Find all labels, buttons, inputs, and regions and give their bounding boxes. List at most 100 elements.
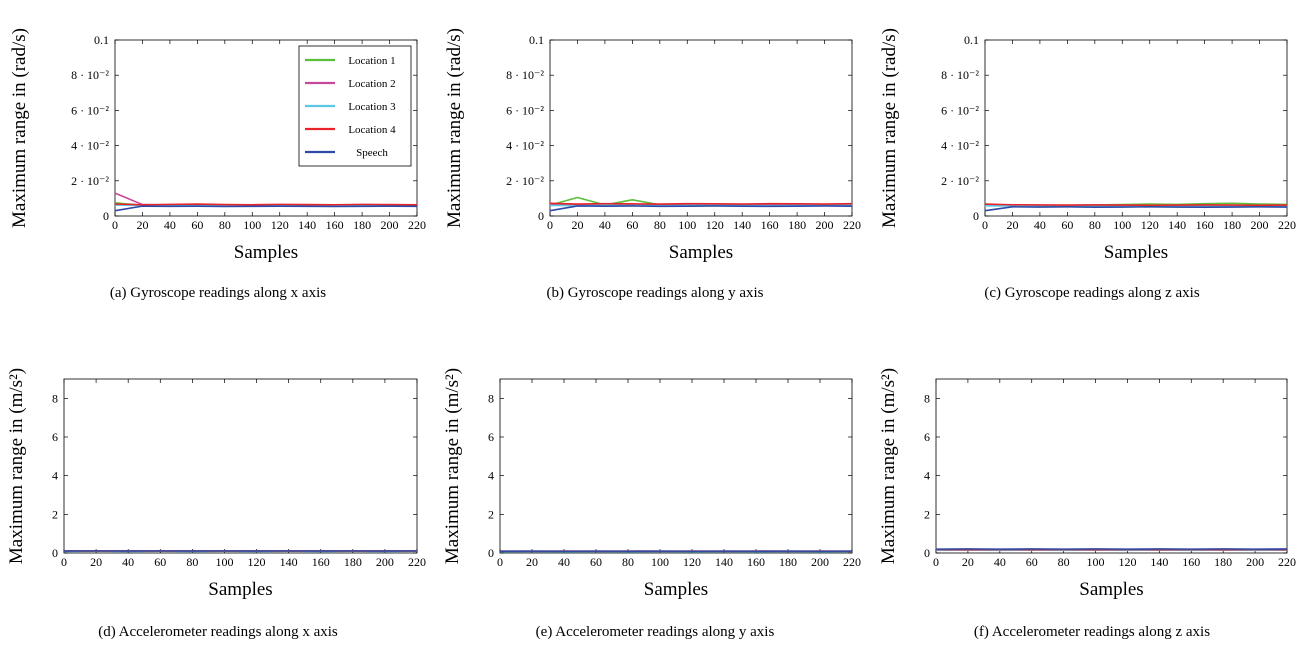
y-tick-label: 6 · 10⁻² bbox=[941, 103, 979, 117]
x-axis-label: Samples bbox=[669, 242, 733, 263]
x-tick-label: 60 bbox=[626, 218, 638, 232]
x-tick-label: 0 bbox=[547, 218, 553, 232]
x-tick-label: 80 bbox=[219, 218, 231, 232]
x-tick-label: 40 bbox=[994, 555, 1006, 569]
x-tick-label: 140 bbox=[715, 555, 733, 569]
x-tick-label: 160 bbox=[747, 555, 765, 569]
y-tick-label: 8 · 10⁻² bbox=[71, 68, 109, 82]
x-tick-label: 60 bbox=[154, 555, 166, 569]
x-tick-label: 140 bbox=[298, 218, 316, 232]
x-tick-label: 160 bbox=[312, 555, 330, 569]
y-tick-label: 6 · 10⁻² bbox=[71, 103, 109, 117]
x-tick-label: 100 bbox=[651, 555, 669, 569]
y-tick-label: 6 bbox=[52, 430, 58, 444]
x-tick-label: 220 bbox=[843, 555, 861, 569]
x-tick-label: 180 bbox=[788, 218, 806, 232]
x-axis-label: Samples bbox=[1104, 242, 1168, 263]
y-tick-label: 0.1 bbox=[964, 33, 979, 47]
x-tick-label: 20 bbox=[136, 218, 148, 232]
x-tick-label: 20 bbox=[1006, 218, 1018, 232]
x-tick-label: 60 bbox=[590, 555, 602, 569]
x-tick-label: 0 bbox=[497, 555, 503, 569]
x-tick-label: 60 bbox=[1026, 555, 1038, 569]
x-tick-label: 180 bbox=[353, 218, 371, 232]
legend-label: Speech bbox=[356, 147, 388, 159]
x-tick-label: 120 bbox=[706, 218, 724, 232]
x-tick-label: 100 bbox=[215, 555, 233, 569]
caption-f: (f) Accelerometer readings along z axis bbox=[874, 624, 1310, 641]
y-tick-label: 4 · 10⁻² bbox=[71, 139, 109, 153]
caption-d: (d) Accelerometer readings along x axis bbox=[0, 624, 436, 641]
x-tick-label: 220 bbox=[1278, 218, 1296, 232]
x-tick-label: 220 bbox=[408, 555, 426, 569]
y-tick-label: 8 bbox=[52, 391, 58, 405]
x-tick-label: 200 bbox=[1246, 555, 1264, 569]
x-axis-label: Samples bbox=[208, 579, 272, 600]
legend-label: Location 2 bbox=[348, 78, 395, 90]
y-axis-label: Maximum range in (rad/s) bbox=[444, 28, 465, 228]
x-tick-label: 100 bbox=[678, 218, 696, 232]
caption-a: (a) Gyroscope readings along x axis bbox=[0, 285, 436, 302]
y-tick-label: 0 bbox=[488, 546, 494, 560]
x-tick-label: 160 bbox=[1182, 555, 1200, 569]
legend-label: Location 4 bbox=[348, 124, 396, 136]
y-tick-label: 0 bbox=[924, 546, 930, 560]
x-tick-label: 180 bbox=[1223, 218, 1241, 232]
x-tick-label: 20 bbox=[571, 218, 583, 232]
x-tick-label: 40 bbox=[122, 555, 134, 569]
x-tick-label: 100 bbox=[243, 218, 261, 232]
plot-frame bbox=[936, 379, 1287, 553]
x-tick-label: 160 bbox=[761, 218, 779, 232]
x-tick-label: 40 bbox=[1034, 218, 1046, 232]
plot-frame bbox=[985, 40, 1287, 216]
x-tick-label: 120 bbox=[1118, 555, 1136, 569]
x-tick-label: 0 bbox=[112, 218, 118, 232]
x-axis-label: Samples bbox=[644, 579, 708, 600]
y-axis-label: Maximum range in (rad/s) bbox=[9, 28, 30, 228]
y-tick-label: 8 bbox=[488, 391, 494, 405]
x-tick-label: 140 bbox=[280, 555, 298, 569]
y-tick-label: 2 bbox=[488, 507, 494, 521]
x-tick-label: 220 bbox=[1278, 555, 1296, 569]
y-tick-label: 2 · 10⁻² bbox=[941, 174, 979, 188]
x-tick-label: 80 bbox=[186, 555, 198, 569]
x-tick-label: 60 bbox=[191, 218, 203, 232]
x-tick-label: 40 bbox=[599, 218, 611, 232]
x-tick-label: 200 bbox=[1251, 218, 1269, 232]
y-tick-label: 8 · 10⁻² bbox=[941, 68, 979, 82]
y-tick-label: 2 bbox=[52, 507, 58, 521]
y-tick-label: 4 bbox=[924, 469, 930, 483]
y-tick-label: 4 bbox=[488, 469, 494, 483]
caption-b: (b) Gyroscope readings along y axis bbox=[437, 285, 873, 302]
series-line-location-4 bbox=[550, 203, 852, 204]
x-tick-label: 40 bbox=[164, 218, 176, 232]
plot-frame bbox=[64, 379, 417, 553]
x-tick-label: 140 bbox=[1150, 555, 1168, 569]
y-tick-label: 0 bbox=[103, 209, 109, 223]
y-tick-label: 6 bbox=[488, 430, 494, 444]
legend-label: Location 1 bbox=[348, 55, 395, 67]
plot-frame bbox=[550, 40, 852, 216]
y-tick-label: 0 bbox=[538, 209, 544, 223]
x-tick-label: 80 bbox=[1089, 218, 1101, 232]
x-tick-label: 140 bbox=[1168, 218, 1186, 232]
x-tick-label: 200 bbox=[811, 555, 829, 569]
x-tick-label: 200 bbox=[816, 218, 834, 232]
x-tick-label: 220 bbox=[408, 218, 426, 232]
x-tick-label: 140 bbox=[733, 218, 751, 232]
x-tick-label: 80 bbox=[654, 218, 666, 232]
x-tick-label: 60 bbox=[1061, 218, 1073, 232]
x-tick-label: 20 bbox=[962, 555, 974, 569]
x-tick-label: 120 bbox=[683, 555, 701, 569]
plot-frame bbox=[500, 379, 852, 553]
x-tick-label: 0 bbox=[982, 218, 988, 232]
y-tick-label: 4 · 10⁻² bbox=[941, 139, 979, 153]
